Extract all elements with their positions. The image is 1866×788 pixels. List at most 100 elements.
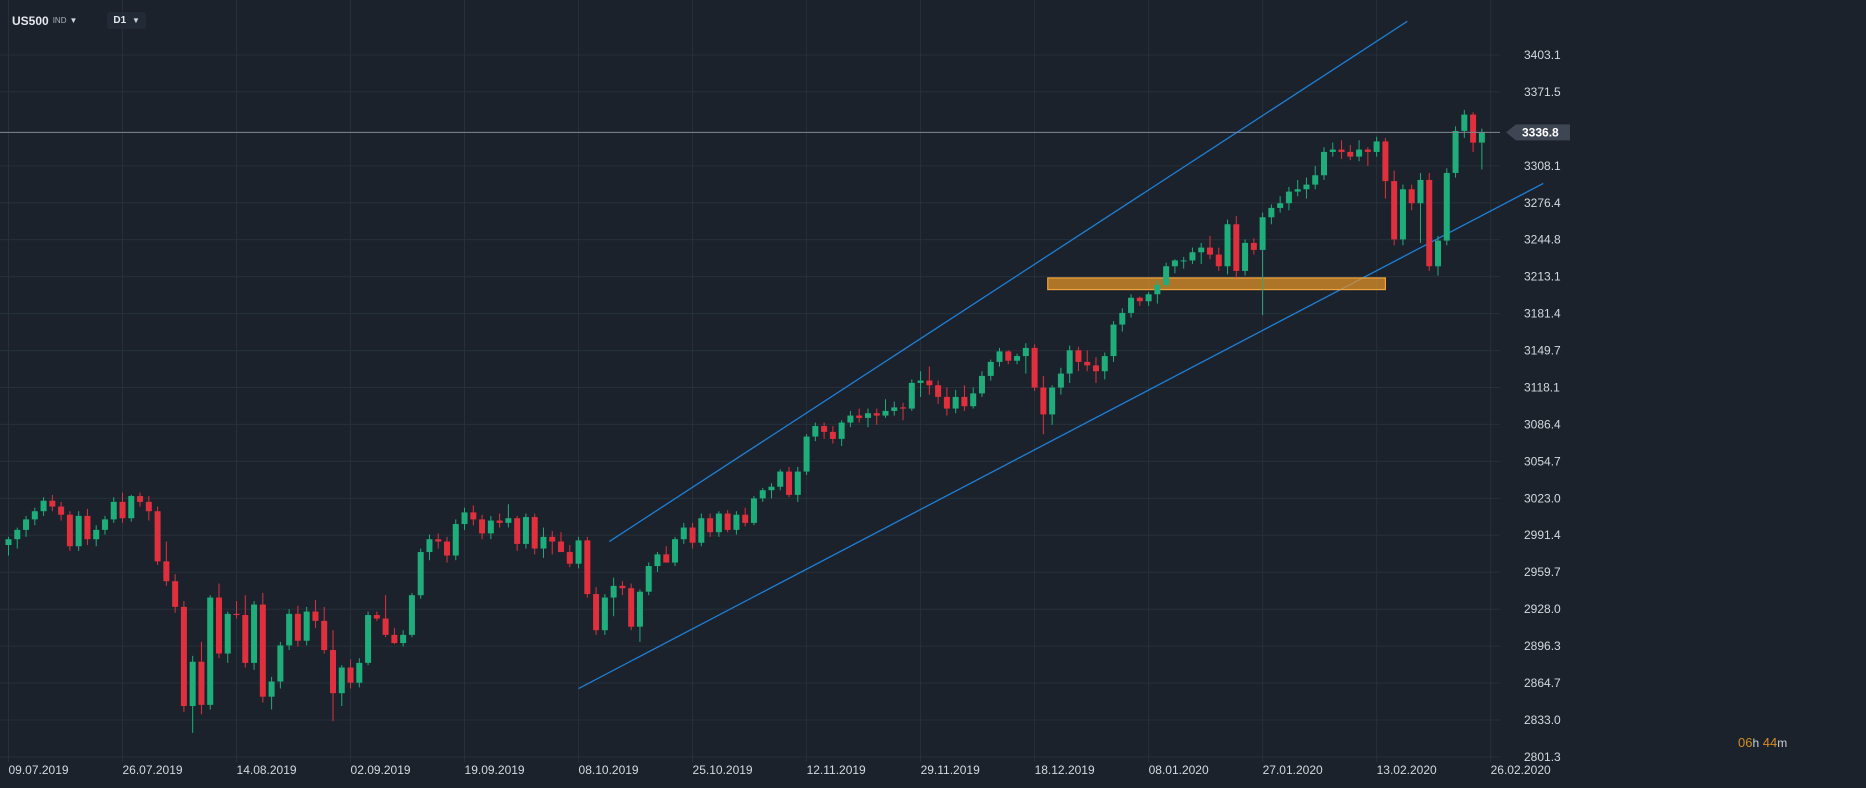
candle [1268, 204, 1275, 225]
timeframe-selector[interactable]: D1 ▼ [107, 12, 146, 29]
channel-upper-line[interactable] [608, 20, 1408, 543]
candle [750, 496, 757, 526]
candle [1417, 172, 1424, 243]
candle-body [864, 413, 871, 418]
timeframe-label: D1 [113, 15, 127, 26]
candle [689, 522, 696, 549]
candle-body [461, 512, 468, 525]
candle-body [733, 514, 740, 530]
candle-body [1285, 191, 1292, 204]
candle [128, 494, 135, 522]
support-zone[interactable] [1047, 277, 1386, 291]
symbol-selector[interactable]: US500 IND ▼ [12, 14, 77, 28]
candle-body [1470, 114, 1477, 143]
candle [224, 611, 231, 663]
candle-body [1154, 284, 1161, 295]
candle-body [882, 410, 889, 416]
instrument-type-label: IND [52, 16, 67, 25]
candle [935, 380, 942, 404]
candle-body [329, 650, 336, 694]
candle [1391, 170, 1398, 246]
current-price-tag [1506, 124, 1570, 141]
candle [93, 525, 100, 547]
candle-body [1031, 347, 1038, 388]
candle [382, 595, 389, 638]
candle-body [1426, 179, 1433, 267]
x-tick-label: 29.11.2019 [921, 763, 980, 777]
candle [540, 527, 547, 558]
candle-body [321, 620, 328, 651]
candle-body [908, 382, 915, 409]
candle-body [1443, 172, 1450, 241]
candle-body [838, 422, 845, 439]
candle [189, 655, 196, 733]
candle [1435, 235, 1442, 276]
candle [347, 659, 354, 689]
candle-body [347, 667, 354, 683]
countdown-minutes: 44 [1762, 735, 1778, 750]
countdown-hours: 06 [1738, 735, 1753, 750]
x-tick-label: 13.02.2020 [1377, 763, 1437, 777]
candle [1031, 344, 1038, 392]
candle-body [154, 511, 161, 562]
candle-body [338, 667, 345, 694]
candle-body [575, 540, 582, 564]
candle-body [645, 566, 652, 592]
candle-body [1171, 260, 1178, 267]
candle-body [566, 552, 573, 564]
candle-body [1092, 365, 1099, 372]
candle [566, 545, 573, 568]
candle-body [373, 615, 380, 619]
candle-body [829, 431, 836, 439]
candle [821, 422, 828, 439]
candle [207, 595, 214, 710]
candle [1075, 346, 1082, 372]
y-tick-label: 3213.1 [1524, 270, 1561, 284]
candle [251, 601, 258, 670]
candle [1294, 179, 1301, 197]
candle [1206, 235, 1213, 260]
candle [891, 401, 898, 416]
candle [531, 513, 538, 555]
candle-body [636, 591, 643, 627]
candle [1373, 136, 1380, 157]
candle [873, 408, 880, 425]
channel-lower-line[interactable] [578, 182, 1544, 690]
candle-body [251, 604, 258, 663]
candle [1154, 280, 1161, 304]
candle [619, 581, 626, 596]
countdown-hours-unit: h [1752, 736, 1760, 750]
candle [1110, 321, 1117, 362]
candle-body [970, 393, 977, 407]
candle-body [794, 471, 801, 495]
countdown-minutes-unit: m [1777, 736, 1788, 750]
candle [1364, 147, 1371, 166]
candle [338, 665, 345, 707]
candle-body [812, 426, 819, 437]
candle [1066, 345, 1073, 383]
candle-body [900, 407, 907, 409]
y-tick-label: 3308.1 [1524, 159, 1561, 173]
candle [1285, 186, 1292, 211]
candle-body [189, 661, 196, 707]
candle-body [619, 585, 626, 589]
x-tick-label: 19.09.2019 [465, 763, 525, 777]
candle [1057, 367, 1064, 395]
candle-body [1075, 350, 1082, 362]
candle-body [242, 615, 249, 663]
y-tick-label: 3244.8 [1524, 233, 1561, 247]
candle [365, 611, 372, 666]
candle [672, 536, 679, 567]
candle [1101, 352, 1108, 380]
candle-body [1189, 252, 1196, 261]
candle-body [84, 515, 91, 540]
candle [812, 422, 819, 442]
candle-body [601, 597, 608, 631]
candle [610, 577, 617, 617]
symbol-label: US500 [12, 13, 49, 28]
x-tick-label: 08.10.2019 [579, 763, 639, 777]
y-tick-label: 3054.7 [1524, 454, 1561, 468]
candle-body [286, 613, 293, 646]
